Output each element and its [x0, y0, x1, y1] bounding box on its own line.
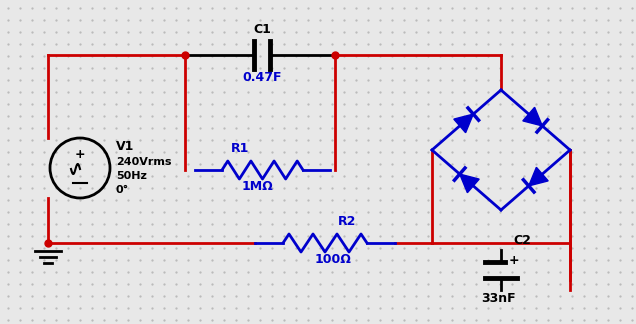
Text: 100Ω: 100Ω	[315, 253, 352, 266]
Polygon shape	[523, 107, 543, 126]
Text: 240Vrms: 240Vrms	[116, 157, 172, 167]
Polygon shape	[460, 174, 479, 193]
Text: C1: C1	[253, 23, 271, 36]
Text: 33nF: 33nF	[481, 292, 516, 305]
Text: C2: C2	[513, 234, 531, 247]
Text: 0°: 0°	[116, 185, 129, 195]
Text: 0.47F: 0.47F	[242, 71, 282, 84]
Text: +: +	[74, 147, 85, 160]
Polygon shape	[454, 114, 473, 133]
Text: R2: R2	[338, 215, 356, 228]
Text: 50Hz: 50Hz	[116, 171, 147, 181]
Polygon shape	[529, 167, 548, 186]
Text: 1MΩ: 1MΩ	[242, 180, 273, 193]
Text: V1: V1	[116, 140, 134, 153]
Text: R1: R1	[232, 142, 250, 155]
Text: +: +	[509, 253, 520, 267]
